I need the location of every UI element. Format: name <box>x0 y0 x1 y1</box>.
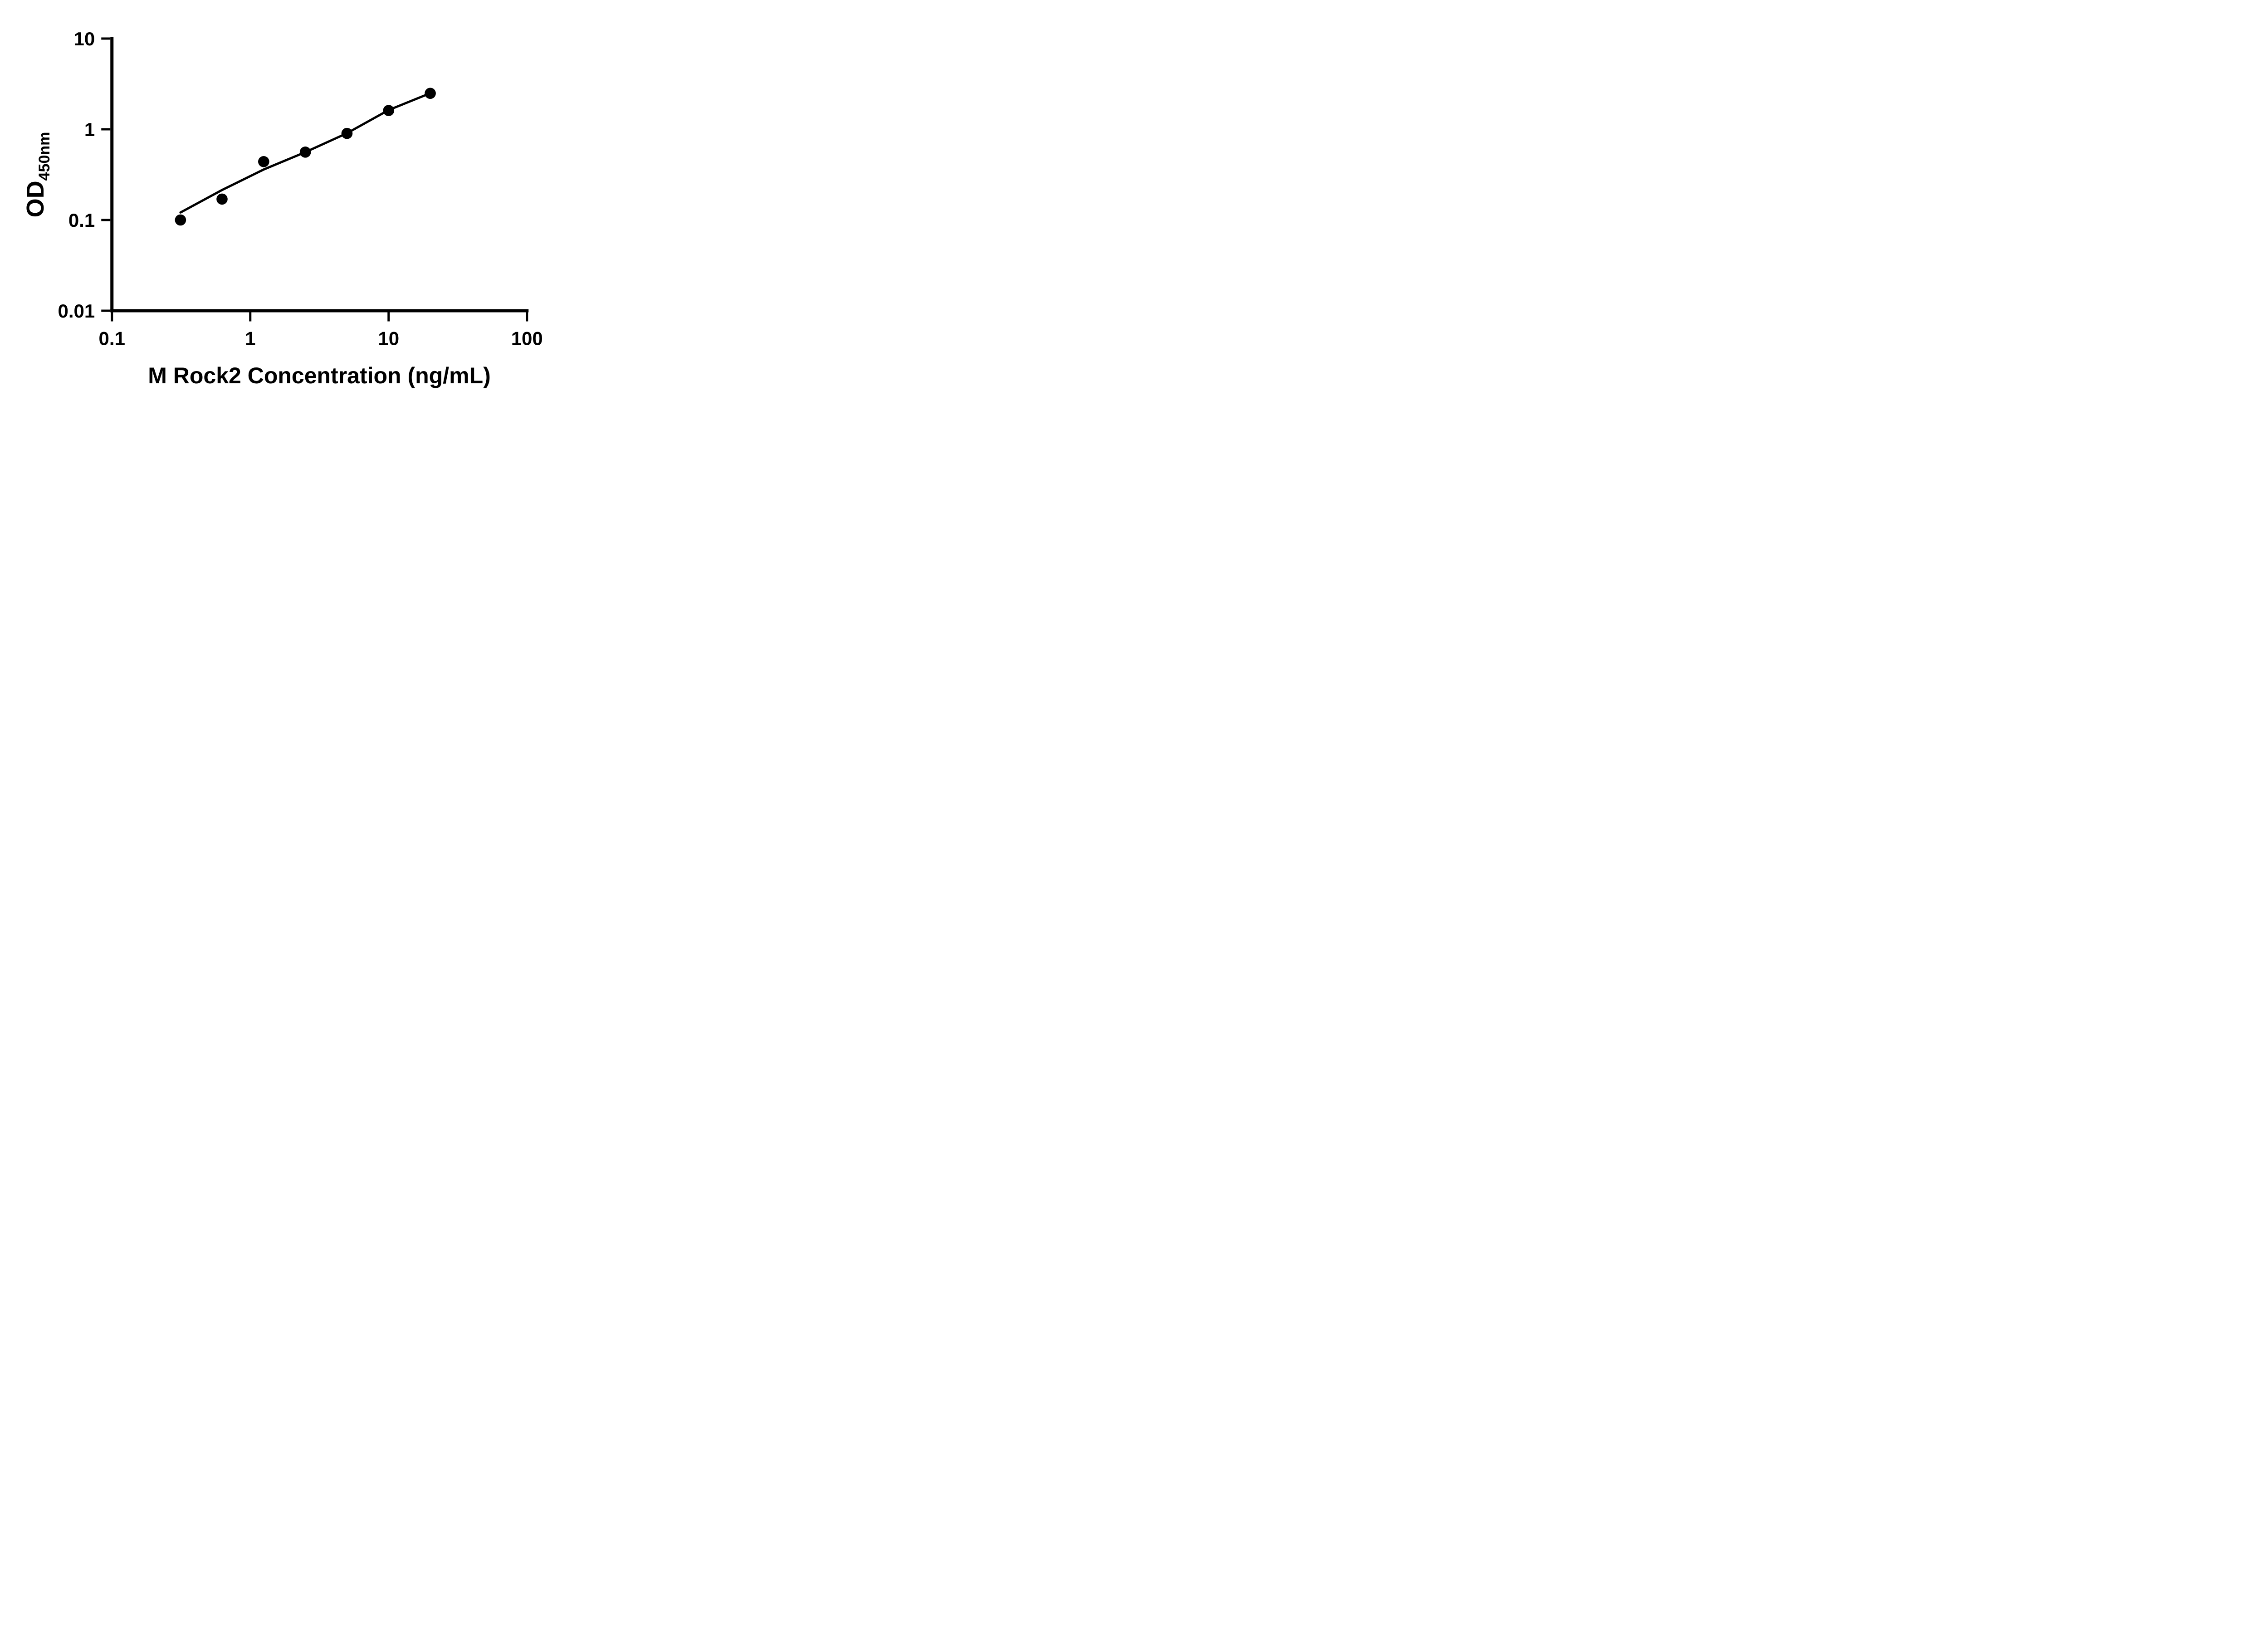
data-point <box>383 105 395 116</box>
data-point <box>299 147 311 158</box>
data-point <box>216 193 228 205</box>
data-point <box>175 214 186 226</box>
elisa-standard-curve-figure: 0.1 1 10 100 10 1 0.1 0.01 M Rock2 Concentratio… <box>0 0 583 408</box>
y-tick-label: 10 <box>74 28 95 49</box>
y-tick-label: 0.01 <box>58 300 95 322</box>
y-axis-title-subscript: 450nm <box>36 132 53 181</box>
data-point <box>425 88 436 99</box>
y-tick-label: 0.1 <box>68 210 95 231</box>
x-tick-label: 10 <box>378 328 399 349</box>
y-axis-title: OD450nm <box>22 132 53 218</box>
y-axis-title-main: OD <box>22 181 49 217</box>
x-axis-title: M Rock2 Concentration (ng/mL) <box>148 363 491 388</box>
data-point <box>258 156 269 167</box>
x-tick-label: 1 <box>245 328 255 349</box>
data-point <box>341 127 353 139</box>
y-tick-label: 1 <box>84 119 95 140</box>
x-tick-label: 0.1 <box>99 328 125 349</box>
x-tick-label: 100 <box>511 328 543 349</box>
points-layer <box>175 88 436 226</box>
